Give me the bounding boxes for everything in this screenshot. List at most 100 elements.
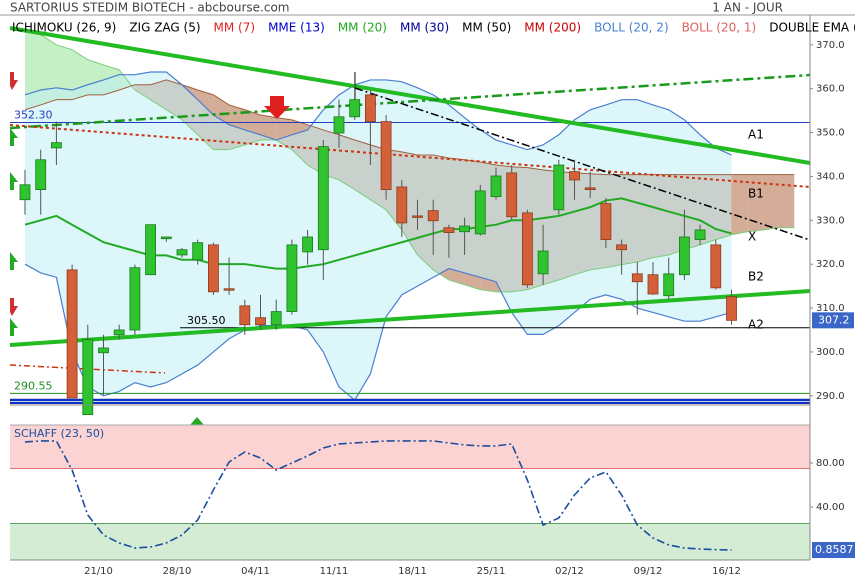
x-tick-label: 11/11 xyxy=(320,566,349,577)
y-tick-label: 370.0 xyxy=(816,40,845,51)
trend-line xyxy=(9,124,811,188)
candle-body xyxy=(506,172,518,218)
ichimoku-cloud xyxy=(762,174,779,230)
ichimoku-cloud xyxy=(778,174,795,228)
candle-body xyxy=(129,267,141,331)
legend-entry: MM (7) xyxy=(214,21,256,35)
candle-body xyxy=(380,121,392,191)
candle-body xyxy=(396,186,408,224)
sell-arrow xyxy=(10,298,18,316)
legend-entry: BOLL (20, 1) xyxy=(682,21,757,35)
candle-body xyxy=(474,190,486,235)
x-tick-label: 21/10 xyxy=(84,566,113,577)
candle-body xyxy=(490,175,502,198)
candle-body xyxy=(160,236,172,240)
trend-label: A2 xyxy=(748,318,764,332)
x-tick-label: 02/12 xyxy=(555,566,584,577)
buy-arrow xyxy=(10,172,18,190)
candle-body xyxy=(412,215,423,218)
ichimoku-span xyxy=(24,29,795,293)
y-tick-label: 300.0 xyxy=(816,347,845,358)
oscillator-line xyxy=(24,440,732,551)
trend-label: B1 xyxy=(748,187,764,201)
candle-body xyxy=(584,187,596,191)
y-tick-label: 340.0 xyxy=(816,171,845,182)
candle-body xyxy=(176,249,188,256)
trend-label: X xyxy=(748,230,756,244)
period: 1 AN - JOUR xyxy=(712,1,783,15)
candle-body xyxy=(694,229,706,241)
candle-body xyxy=(207,244,219,293)
x-tick-label: 28/10 xyxy=(163,566,192,577)
legend-entry: MM (20) xyxy=(338,21,387,35)
candle-body xyxy=(113,329,125,336)
bollinger-lower xyxy=(24,263,732,402)
candle-body xyxy=(364,94,376,123)
candle-body xyxy=(19,184,31,201)
legend-entry: ZIG ZAG (5) xyxy=(129,21,200,35)
last-value-label: 0.8587 xyxy=(815,543,854,556)
candle-body xyxy=(66,269,78,399)
candle-body xyxy=(710,244,722,289)
buy-arrow xyxy=(10,128,18,146)
candle-body xyxy=(98,347,109,354)
legend: ICHIMOKU (26, 9) ZIG ZAG (5) MM (7) MME (13… xyxy=(12,21,855,35)
ichimoku-span xyxy=(24,79,795,176)
candle-body xyxy=(35,159,47,191)
legend-entry: ICHIMOKU (26, 9) xyxy=(12,21,116,35)
moving-average xyxy=(24,197,732,270)
trend-line xyxy=(9,73,811,130)
bollinger-upper xyxy=(24,71,732,156)
candle-body xyxy=(192,242,204,261)
candle-body xyxy=(537,250,549,275)
oscillator-title: SCHAFF (23, 50) xyxy=(14,427,104,440)
ichimoku-cloud xyxy=(731,174,748,235)
ichimoku-cloud xyxy=(40,34,57,105)
candle-body xyxy=(553,164,565,211)
ichimoku-cloud xyxy=(747,174,763,232)
y-tick-label: 290.0 xyxy=(816,391,845,402)
candle-body xyxy=(317,146,329,251)
drawings: A1 B1 X B2 A2 xyxy=(9,26,811,425)
candle-body xyxy=(569,171,580,181)
candle-body xyxy=(427,210,439,222)
candle-body xyxy=(616,244,627,251)
trend-label: A1 xyxy=(748,128,764,142)
candle-body xyxy=(522,212,533,286)
ichimoku-cloud xyxy=(56,44,73,100)
candle-body xyxy=(286,244,298,312)
candle-body xyxy=(631,273,643,283)
legend-entry: MM (200) xyxy=(524,21,581,35)
x-tick-label: 09/12 xyxy=(634,566,663,577)
level-label: 305.50 xyxy=(187,314,226,327)
ichimoku-cloud xyxy=(260,115,277,141)
candle-body xyxy=(459,225,471,233)
last-price-box xyxy=(812,312,854,329)
x-tick-label: 18/11 xyxy=(398,566,427,577)
legend-entry: MM (50) xyxy=(462,21,511,35)
overbought-zone xyxy=(10,425,810,469)
sell-arrow xyxy=(10,72,18,90)
candle-body xyxy=(333,116,345,134)
candle-body xyxy=(349,99,361,118)
x-tick-label: 16/12 xyxy=(712,566,741,577)
candle-body xyxy=(600,203,612,241)
level-label: 352.30 xyxy=(14,108,53,121)
candle-body xyxy=(239,305,251,326)
ichimoku-cloud xyxy=(25,29,41,110)
candle-body xyxy=(51,142,62,149)
indicator-layer xyxy=(10,29,810,402)
buy-arrow xyxy=(10,318,18,336)
candle-body xyxy=(302,236,314,253)
legend-entry: BOLL (20, 2) xyxy=(594,21,669,35)
trend-line xyxy=(9,364,166,374)
y-tick-label: 330.0 xyxy=(816,215,845,226)
y-tick-label: 360.0 xyxy=(816,84,845,95)
candle-body xyxy=(663,273,675,297)
candle-body xyxy=(679,236,690,276)
level-label: 290.55 xyxy=(14,379,53,392)
chart-title: SARTORIUS STEDIM BIOTECH - abcbourse.com xyxy=(10,1,290,15)
legend-entry: MME (13) xyxy=(268,21,325,35)
candle-layer: 290.0 300.0 310.0 320.0 330.0 340.0 350.0 360.0… xyxy=(14,40,854,577)
